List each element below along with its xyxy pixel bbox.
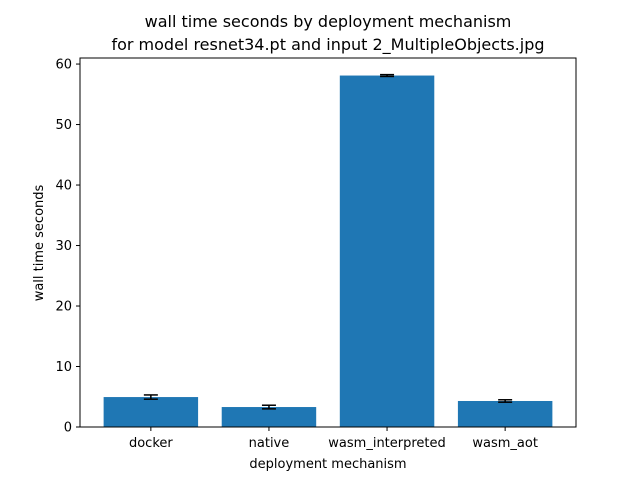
x-axis-label: deployment mechanism bbox=[249, 457, 406, 472]
y-tick-label-60: 60 bbox=[55, 58, 72, 73]
y-axis: 0 10 20 30 40 50 60 bbox=[55, 58, 80, 436]
error-bar-docker bbox=[143, 394, 158, 400]
x-tick-label-wasm_interpreted: wasm_interpreted bbox=[328, 436, 445, 451]
plot-frame bbox=[79, 57, 577, 428]
x-tick-label-native: native bbox=[249, 436, 290, 451]
y-tick-label-10: 10 bbox=[55, 360, 72, 375]
x-tick-label-docker: docker bbox=[129, 436, 173, 451]
y-tick-label-40: 40 bbox=[55, 179, 72, 194]
y-tick-label-50: 50 bbox=[55, 118, 72, 133]
bar-wasm_interpreted bbox=[339, 75, 435, 427]
y-axis-label: wall time seconds bbox=[32, 184, 47, 301]
y-tick-label-0: 0 bbox=[64, 421, 72, 436]
x-axis: docker native wasm_interpreted wasm_aot bbox=[129, 427, 538, 451]
bars-group bbox=[103, 75, 553, 427]
bar-native bbox=[221, 407, 317, 427]
x-tick-label-wasm_aot: wasm_aot bbox=[472, 436, 538, 451]
error-bar-wasm_aot bbox=[498, 399, 513, 403]
y-tick-label-20: 20 bbox=[55, 300, 72, 315]
error-bars-group bbox=[143, 73, 513, 410]
chart-subtitle: for model resnet34.pt and input 2_Multip… bbox=[111, 35, 544, 55]
error-bar-native bbox=[261, 404, 276, 410]
bar-wasm_aot bbox=[457, 400, 553, 427]
bar-docker bbox=[103, 397, 199, 427]
error-bar-wasm_interpreted bbox=[380, 73, 395, 78]
chart-title: wall time seconds by deployment mechanis… bbox=[145, 12, 512, 31]
y-tick-label-30: 30 bbox=[55, 239, 72, 254]
